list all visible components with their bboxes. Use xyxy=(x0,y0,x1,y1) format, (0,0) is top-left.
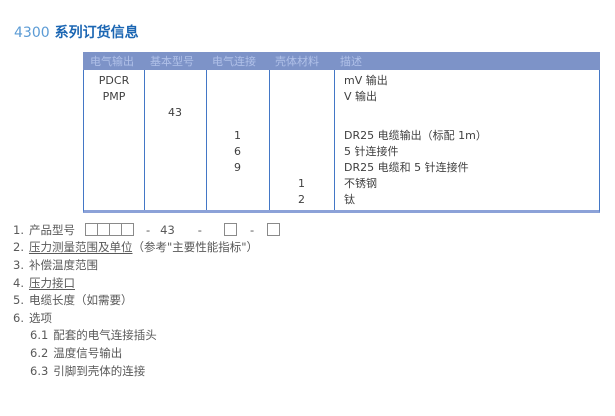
step-number: 6.3 xyxy=(30,363,49,378)
step-number: 6. xyxy=(13,310,24,325)
step-suffix: （参考"主要性能指标"） xyxy=(132,240,259,255)
cell-electrical-connection: 9 xyxy=(234,160,241,174)
table-row: 1 不锈钢 xyxy=(84,175,599,191)
step-label: 引脚到壳体的连接 xyxy=(53,363,146,378)
title-text: 系列订货信息 xyxy=(54,25,139,41)
table-row: 6 5 针连接件 xyxy=(84,143,599,159)
step-option-pin-to-case: 6.3 引脚到壳体的连接 xyxy=(30,362,603,380)
cell-description: V 输出 xyxy=(344,90,378,103)
step-label: 配套的电气连接插头 xyxy=(53,328,157,343)
step-product-model: 1. 产品型号 - 43 - - xyxy=(13,221,603,239)
pressure-range-link[interactable]: 压力测量范围及单位 xyxy=(28,240,133,255)
step-label: 产品型号 xyxy=(28,222,75,237)
cell-housing-material: 1 xyxy=(298,176,305,190)
step-number: 3. xyxy=(13,257,24,272)
table-row: 43 xyxy=(84,104,599,120)
step-option-mating-connector: 6.1 配套的电气连接插头 xyxy=(30,327,603,345)
step-options: 6. 选项 xyxy=(13,309,603,327)
step-label: 电缆长度（如需要） xyxy=(28,293,133,308)
step-number: 6.2 xyxy=(30,345,49,360)
cell-electrical-output: PDCR xyxy=(98,73,130,87)
model-base-code: 43 xyxy=(160,222,175,237)
cell-description: 不锈钢 xyxy=(344,177,377,190)
cell-base-model: 43 xyxy=(168,105,182,119)
step-number: 1. xyxy=(13,222,24,237)
cell-housing-material: 2 xyxy=(298,192,305,206)
cell-electrical-connection: 6 xyxy=(234,144,241,158)
step-label: 选项 xyxy=(28,310,52,325)
header-electrical-connection: 电气连接 xyxy=(212,55,256,68)
cell-description: mV 输出 xyxy=(344,74,388,87)
column-divider xyxy=(269,70,270,210)
step-cable-length: 5. 电缆长度（如需要） xyxy=(13,291,603,309)
dash-separator: - xyxy=(197,222,202,237)
step-number: 2. xyxy=(13,240,24,255)
table-row: PMP V 输出 xyxy=(84,88,599,104)
dash-separator: - xyxy=(145,222,151,237)
header-base-model: 基本型号 xyxy=(150,55,194,68)
table-row-spacer xyxy=(84,120,599,127)
model-code-box xyxy=(120,223,134,237)
step-number: 6.1 xyxy=(30,328,49,343)
step-compensated-temp-range: 3. 补偿温度范围 xyxy=(13,256,603,274)
step-option-temperature-output: 6.2 温度信号输出 xyxy=(30,344,603,362)
ordering-steps-list: 1. 产品型号 - 43 - - 2. 压力测量范围及单位 （参考"主要性能指标… xyxy=(13,221,603,379)
header-description: 描述 xyxy=(340,55,362,68)
header-electrical-output: 电气输出 xyxy=(90,55,134,68)
column-divider xyxy=(334,70,335,210)
page-title: 4300 系列订货信息 xyxy=(14,25,139,42)
model-code-box xyxy=(223,223,237,237)
ordering-info-table: 电气输出 基本型号 电气连接 壳体材料 描述 PDCR mV 输出 PMP xyxy=(83,52,600,213)
cell-description: DR25 电缆输出（标配 1m） xyxy=(344,129,487,142)
step-label: 温度信号输出 xyxy=(53,345,123,360)
cell-description: 钛 xyxy=(344,193,355,206)
cell-electrical-connection: 1 xyxy=(234,128,241,142)
model-code-box xyxy=(267,223,281,237)
step-pressure-range: 2. 压力测量范围及单位 （参考"主要性能指标"） xyxy=(13,239,603,257)
table-row: 2 钛 xyxy=(84,191,599,207)
step-pressure-port: 4. 压力接口 xyxy=(13,274,603,292)
table-header-row: 电气输出 基本型号 电气连接 壳体材料 描述 xyxy=(83,52,600,70)
table-row: 1 DR25 电缆输出（标配 1m） xyxy=(84,127,599,143)
step-number: 4. xyxy=(13,275,24,290)
step-label: 补偿温度范围 xyxy=(28,257,98,272)
table-row: 9 DR25 电缆和 5 针连接件 xyxy=(84,159,599,175)
series-number: 4300 xyxy=(14,25,50,41)
pressure-port-link[interactable]: 压力接口 xyxy=(28,275,75,290)
cell-description: 5 针连接件 xyxy=(344,145,399,158)
cell-description: DR25 电缆和 5 针连接件 xyxy=(344,161,469,174)
header-housing-material: 壳体材料 xyxy=(275,55,319,68)
column-divider xyxy=(144,70,145,210)
table-body: PDCR mV 输出 PMP V 输出 43 xyxy=(83,70,600,213)
cell-electrical-output: PMP xyxy=(102,89,126,103)
column-divider xyxy=(206,70,207,210)
model-code-box-group xyxy=(84,223,134,237)
dash-separator: - xyxy=(249,222,255,237)
table-row: PDCR mV 输出 xyxy=(84,72,599,88)
step-number: 5. xyxy=(13,293,24,308)
